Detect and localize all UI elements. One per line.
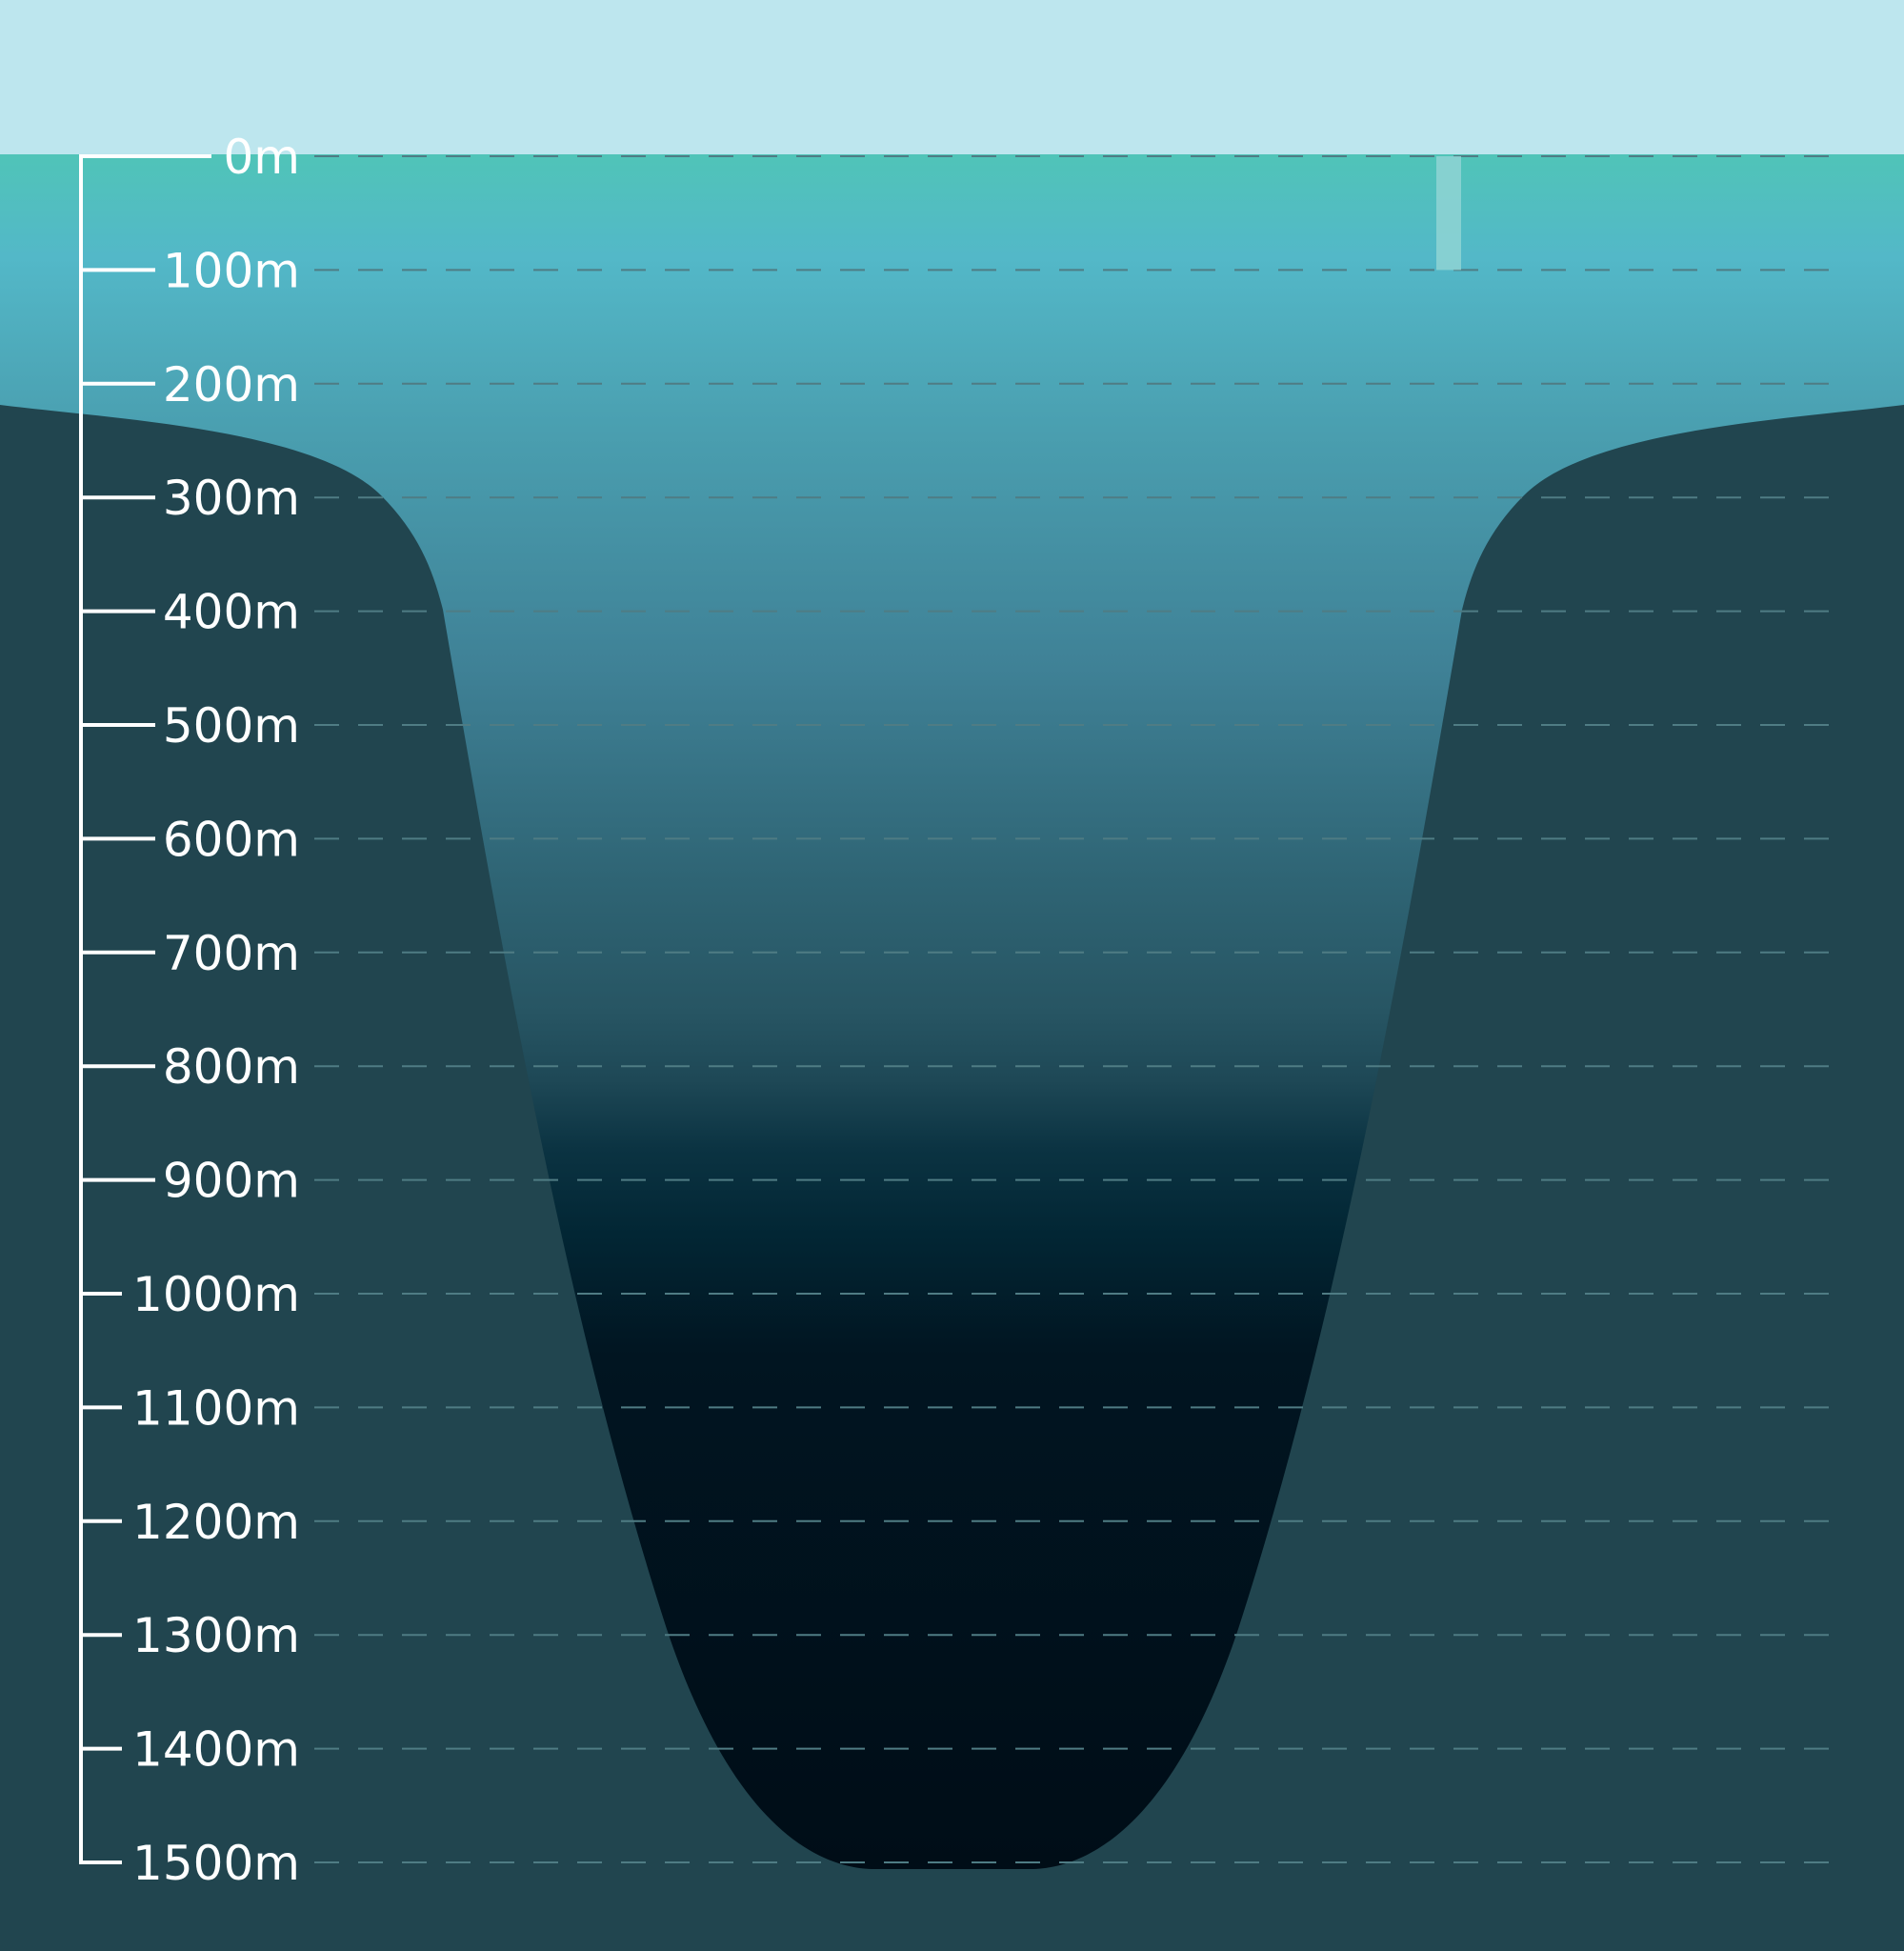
- depth-scale: 0m 100m 200m 300m 400m 500m 600m 700m 800m 900m 10…: [79, 130, 300, 1891]
- depth-label: 1400m: [132, 1722, 300, 1778]
- depth-label: 1500m: [132, 1836, 300, 1891]
- depth-label: 1300m: [132, 1608, 300, 1663]
- depth-marker: [1436, 156, 1461, 271]
- depth-label: 600m: [163, 812, 300, 867]
- sky: [0, 0, 1904, 154]
- seabed: [0, 405, 1904, 1951]
- depth-label: 400m: [163, 585, 300, 640]
- depth-label: 200m: [163, 357, 300, 412]
- depth-label: 800m: [163, 1039, 300, 1095]
- depth-label: 700m: [163, 926, 300, 981]
- depth-label: 1000m: [132, 1267, 300, 1322]
- depth-label: 1100m: [132, 1380, 300, 1436]
- depth-label: 100m: [163, 243, 300, 298]
- depth-label: 1200m: [132, 1495, 300, 1550]
- depth-label: 500m: [163, 698, 300, 754]
- depth-label: 0m: [223, 130, 300, 185]
- depth-label: 900m: [163, 1154, 300, 1209]
- depth-gridlines: [314, 155, 1829, 1863]
- depth-label: 300m: [163, 471, 300, 526]
